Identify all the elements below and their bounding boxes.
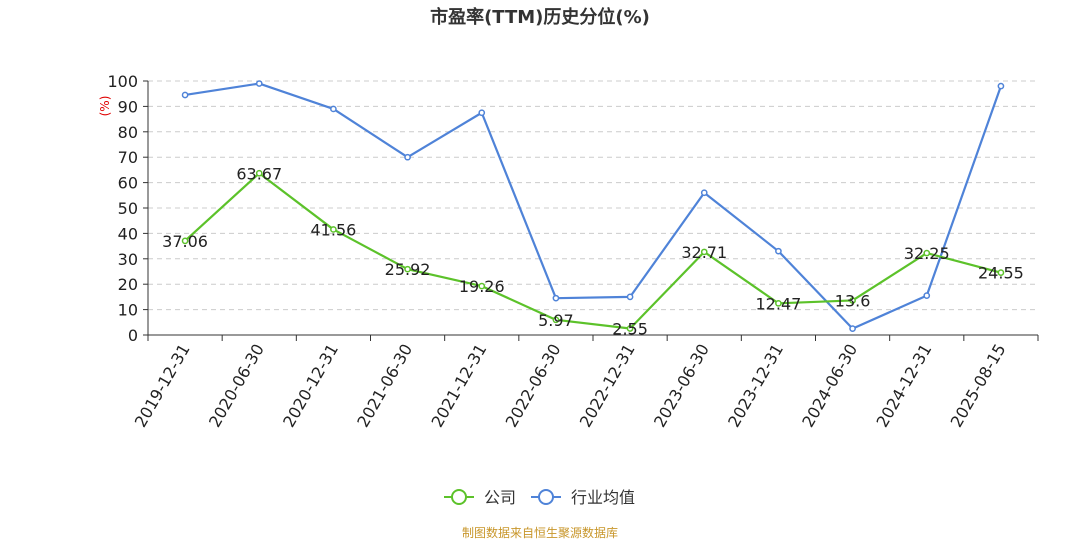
data-point-industry (330, 105, 337, 113)
data-point-company (626, 325, 634, 332)
x-tick-label: 2023-06-30 (650, 341, 713, 431)
x-tick-label: 2020-06-30 (205, 341, 268, 431)
series-layer (181, 80, 1005, 332)
x-tick-label: 2021-06-30 (353, 341, 416, 431)
data-point-company (552, 316, 560, 324)
chart-title: 市盈率(TTM)历史分位(%) (430, 6, 650, 28)
data-label: 32.71 (681, 243, 727, 262)
data-label: 24.55 (978, 264, 1024, 283)
legend-label-company: 公司 (484, 488, 516, 507)
data-point-company (330, 226, 337, 233)
y-tick-label: 30 (118, 250, 138, 269)
data-label: 37.06 (162, 232, 208, 251)
y-tick-label: 0 (128, 326, 138, 345)
x-tick-label: 2024-06-30 (798, 341, 861, 431)
data-point-company (923, 249, 931, 257)
data-point-company (255, 169, 263, 177)
legend-item-industry[interactable]: 行业均值 (531, 488, 635, 507)
data-label: 12.47 (756, 294, 802, 313)
legend[interactable]: 公司 行业均值 (444, 488, 635, 507)
x-tick-label: 2019-12-31 (131, 341, 194, 431)
gridlines (148, 80, 1038, 311)
legend-label-industry: 行业均值 (571, 488, 635, 507)
data-point-industry (552, 294, 560, 302)
x-tick-label: 2023-12-31 (724, 341, 787, 431)
data-label: 2.55 (612, 320, 648, 339)
x-tick-label: 2022-06-30 (502, 341, 565, 431)
data-label: 63.67 (236, 164, 282, 183)
data-label: 5.97 (538, 311, 574, 330)
y-tick-label: 20 (118, 275, 138, 294)
y-tick-label: 70 (118, 148, 138, 167)
data-label: 41.56 (311, 220, 357, 239)
y-tick-label: 90 (118, 97, 138, 116)
data-label: 19.26 (459, 277, 505, 296)
data-point-company (997, 269, 1005, 276)
x-tick-label: 2020-12-31 (279, 341, 342, 431)
data-point-industry (404, 153, 411, 161)
source-note: 制图数据来自恒生聚源数据库 (462, 525, 618, 540)
data-point-industry (997, 82, 1005, 90)
data-point-industry (700, 189, 708, 197)
x-tick-label: 2021-12-31 (427, 341, 490, 431)
x-tick-label: 2024-12-31 (872, 341, 935, 431)
data-point-company (775, 299, 782, 307)
data-point-company (478, 282, 486, 290)
y-tick-label: 60 (118, 174, 138, 193)
x-tick-label: 2025-08-15 (947, 341, 1010, 431)
legend-item-company[interactable]: 公司 (444, 488, 516, 507)
data-point-company (404, 265, 411, 273)
data-point-company (849, 297, 856, 304)
axes: 0 10 20 30 40 50 60 70 80 90 100 2019-12-31 2020-06-… (107, 72, 1039, 431)
data-point-company (181, 237, 189, 245)
y-tick-label: 50 (118, 199, 138, 218)
data-point-industry (849, 325, 856, 332)
y-tick-label: 80 (118, 123, 138, 142)
data-point-industry (626, 293, 634, 301)
series-line-industry (184, 82, 1002, 330)
data-labels: 37.06 63.67 41.56 25.92 19.26 5.97 2.55 32.71 12… (162, 164, 1024, 338)
x-tick-label: 2022-12-31 (576, 341, 639, 431)
data-point-industry (255, 80, 263, 87)
data-label: 25.92 (385, 260, 431, 279)
data-point-industry (923, 292, 931, 299)
data-label: 13.6 (835, 291, 871, 310)
y-tick-label: 10 (118, 301, 138, 320)
data-point-industry (775, 247, 782, 255)
y-axis-unit: (%) (98, 96, 112, 117)
data-point-company (700, 248, 708, 256)
data-label: 32.25 (904, 244, 950, 263)
data-point-industry (181, 91, 189, 99)
y-tick-label: 100 (107, 72, 138, 91)
series-line-company (184, 172, 1002, 330)
y-tick-label: 40 (118, 224, 138, 243)
data-point-industry (478, 109, 486, 117)
